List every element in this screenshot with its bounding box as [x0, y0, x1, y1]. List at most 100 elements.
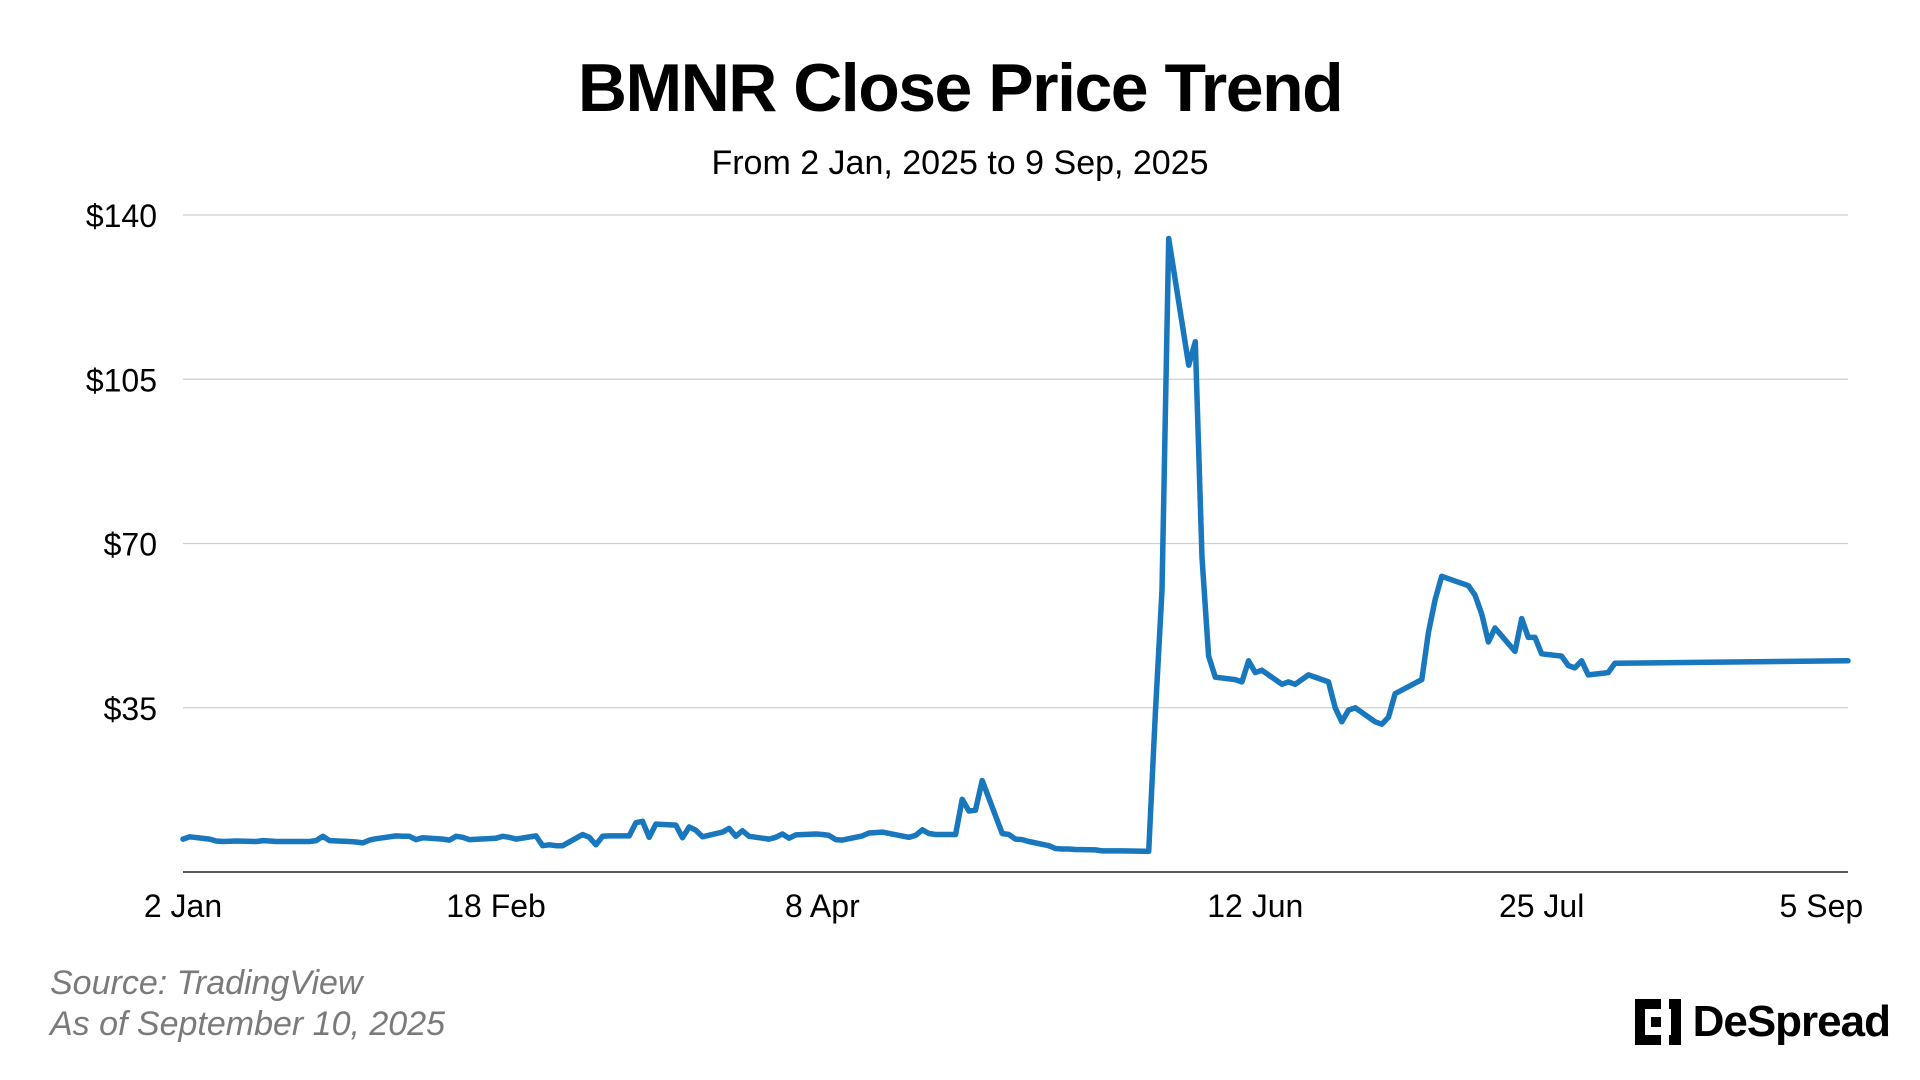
data-point [188, 835, 192, 839]
y-axis-tick-labels: $140 $105 $70 $35 [86, 198, 157, 727]
x-tick-label: 5 Sep [1780, 888, 1864, 924]
data-point [674, 823, 678, 827]
data-point [561, 844, 565, 848]
data-point [1373, 720, 1377, 724]
data-point [414, 838, 418, 842]
brand-name: DeSpread [1692, 997, 1891, 1046]
data-point [1100, 849, 1104, 853]
data-point [694, 828, 698, 832]
data-point [534, 834, 538, 838]
data-point [954, 833, 958, 837]
data-point [874, 831, 878, 835]
data-point [1233, 678, 1237, 682]
data-point [721, 830, 725, 834]
data-point [1093, 848, 1097, 852]
data-point [1247, 659, 1251, 663]
data-point [407, 834, 411, 838]
x-tick-label: 2 Jan [144, 888, 222, 924]
data-point [494, 836, 498, 840]
data-point [867, 831, 871, 835]
data-point [794, 833, 798, 837]
data-point [1327, 680, 1331, 684]
data-point [960, 797, 964, 801]
data-point [1480, 612, 1484, 616]
data-point [374, 837, 378, 841]
y-tick-label: $105 [86, 362, 157, 398]
data-point [1167, 237, 1171, 241]
line-chart: $140 $105 $70 $35 2 Jan 18 Feb 8 Apr 12 Jun 25 … [86, 198, 1863, 924]
data-point [554, 844, 558, 848]
data-point [208, 837, 212, 841]
x-tick-label: 18 Feb [446, 888, 546, 924]
data-point [1426, 631, 1430, 635]
data-point [1520, 617, 1524, 621]
data-point [1420, 678, 1424, 682]
data-point [328, 839, 332, 843]
data-point [1293, 682, 1297, 686]
data-point [348, 840, 352, 844]
data-point [687, 825, 691, 829]
data-point [514, 837, 518, 841]
data-point [1280, 682, 1284, 686]
data-point [1193, 340, 1197, 344]
data-point [254, 840, 258, 844]
data-point [1586, 673, 1590, 677]
chart-subtitle: From 2 Jan, 2025 to 9 Sep, 2025 [711, 144, 1209, 182]
data-point [1566, 664, 1570, 668]
data-point [1147, 849, 1151, 853]
data-point [1580, 659, 1584, 663]
data-point [1200, 556, 1204, 560]
data-point [214, 839, 218, 843]
data-point [914, 833, 918, 837]
source-note: Source: TradingView [50, 964, 363, 1002]
data-point [581, 833, 585, 837]
data-point [1533, 635, 1537, 639]
data-point [1060, 847, 1064, 851]
data-point [268, 839, 272, 843]
data-point [834, 838, 838, 842]
data-point [1260, 668, 1264, 672]
x-axis-tick-labels: 2 Jan 18 Feb 8 Apr 12 Jun 25 Jul 5 Sep [144, 888, 1863, 924]
data-point [1333, 706, 1337, 710]
data-point [1613, 661, 1617, 665]
x-tick-label: 12 Jun [1207, 888, 1303, 924]
data-point [1440, 574, 1444, 578]
data-point [1466, 584, 1470, 588]
data-point [1347, 708, 1351, 712]
data-point [820, 833, 824, 837]
data-point [281, 840, 285, 844]
data-point [920, 828, 924, 832]
data-point [787, 836, 791, 840]
data-point [1846, 659, 1850, 663]
y-tick-label: $140 [86, 198, 157, 234]
data-point [1014, 837, 1018, 841]
data-point [1526, 635, 1530, 639]
data-point [1120, 849, 1124, 853]
y-tick-label: $70 [104, 527, 157, 563]
data-point [447, 838, 451, 842]
data-point [627, 834, 631, 838]
data-point [1027, 840, 1031, 844]
data-point [734, 834, 738, 838]
despread-logo-icon [1634, 999, 1681, 1045]
data-point [1000, 832, 1004, 836]
data-point [401, 834, 405, 838]
close-price-line [180, 235, 1851, 855]
data-point [967, 809, 971, 813]
data-point [1207, 654, 1211, 658]
data-point [1433, 598, 1437, 602]
data-point [747, 834, 751, 838]
data-point [421, 836, 425, 840]
data-point [368, 838, 372, 842]
data-point [394, 834, 398, 838]
x-tick-label: 8 Apr [785, 888, 860, 924]
data-point [1047, 844, 1051, 848]
data-point [780, 832, 784, 836]
data-point [1387, 715, 1391, 719]
data-point [681, 836, 685, 840]
data-point [1187, 363, 1191, 367]
data-point [934, 833, 938, 837]
data-point [1446, 577, 1450, 581]
data-point [1073, 848, 1077, 852]
data-points [181, 237, 1850, 854]
